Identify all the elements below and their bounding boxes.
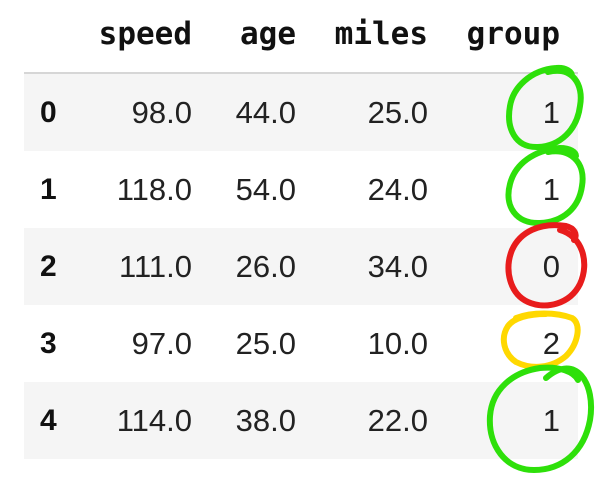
cell-speed: 114.0 (116, 403, 192, 438)
cell-speed: 111.0 (119, 249, 192, 284)
cell-age: 26.0 (235, 249, 296, 284)
row-index: 2 (40, 250, 57, 283)
cell-miles: 22.0 (367, 403, 428, 438)
table-row: 3 97.0 25.0 10.0 2 (24, 305, 578, 382)
header-speed: speed (98, 16, 192, 52)
cell-speed: 118.0 (116, 172, 192, 207)
cell-group: 1 (542, 95, 560, 130)
cell-speed: 97.0 (131, 326, 192, 361)
table-row: 4 114.0 38.0 22.0 1 (24, 382, 578, 459)
dataframe-table: speed age miles group 0 98.0 44.0 25.0 1… (24, 0, 578, 459)
cell-miles: 10.0 (367, 326, 428, 361)
table-row: 2 111.0 26.0 34.0 0 (24, 228, 578, 305)
header-group: group (466, 16, 560, 52)
row-index: 3 (40, 327, 57, 360)
cell-age: 25.0 (235, 326, 296, 361)
table-row: 0 98.0 44.0 25.0 1 (24, 74, 578, 151)
table-row: 1 118.0 54.0 24.0 1 (24, 151, 578, 228)
cell-age: 44.0 (235, 95, 296, 130)
table-header: speed age miles group (24, 0, 578, 74)
row-index: 4 (40, 404, 57, 437)
cell-group: 1 (542, 403, 560, 438)
cell-group: 2 (542, 326, 560, 361)
header-miles: miles (334, 16, 428, 52)
cell-age: 38.0 (235, 403, 296, 438)
row-index: 1 (40, 173, 57, 206)
header-age: age (240, 16, 296, 52)
cell-miles: 24.0 (367, 172, 428, 207)
cell-group: 0 (542, 249, 560, 284)
cell-group: 1 (542, 172, 560, 207)
cell-miles: 25.0 (367, 95, 428, 130)
row-index: 0 (40, 96, 57, 129)
cell-miles: 34.0 (367, 249, 428, 284)
cell-speed: 98.0 (131, 95, 192, 130)
cell-age: 54.0 (235, 172, 296, 207)
